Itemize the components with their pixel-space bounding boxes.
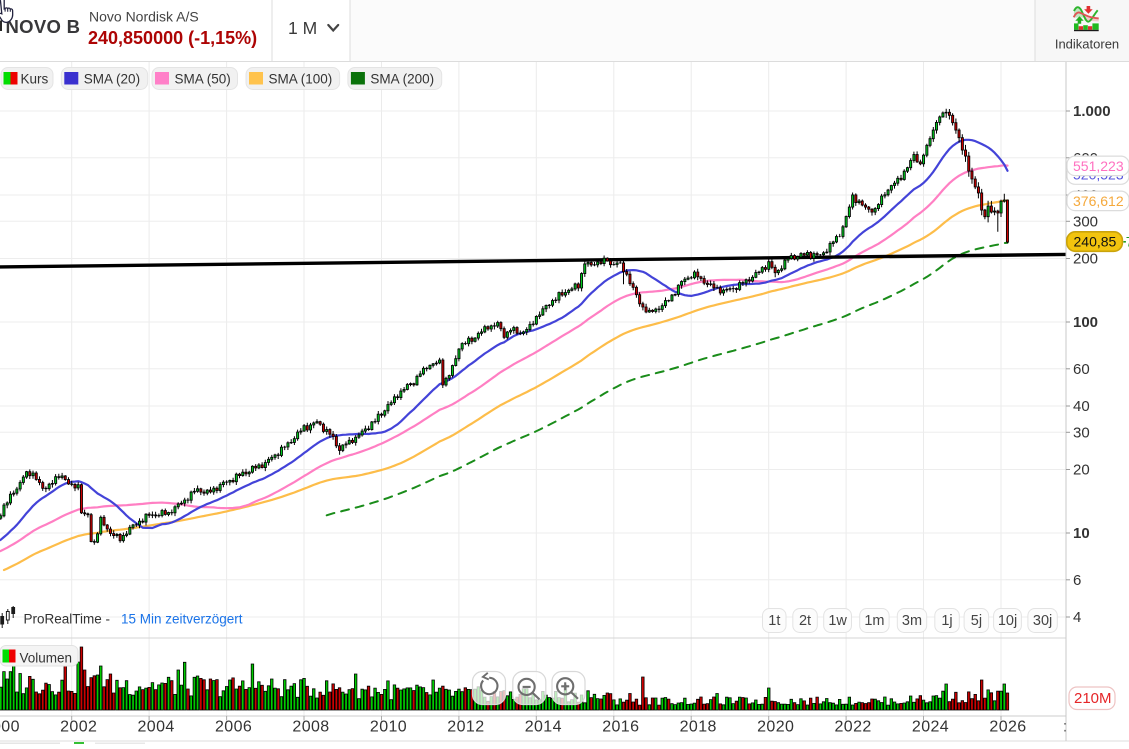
svg-text:2t: 2t (799, 613, 811, 629)
svg-text:SMA (50): SMA (50) (175, 72, 231, 87)
svg-text:NOVO B: NOVO B (6, 16, 81, 37)
svg-text:2020: 2020 (757, 719, 794, 736)
svg-text:30j: 30j (1033, 613, 1052, 629)
svg-text:200: 200 (1073, 251, 1098, 268)
svg-text:10j: 10j (998, 613, 1017, 629)
svg-text:SMA (100): SMA (100) (269, 72, 333, 87)
svg-text:6: 6 (1073, 572, 1081, 589)
svg-text:2010: 2010 (370, 719, 407, 736)
svg-text:376,612: 376,612 (1073, 193, 1124, 209)
svg-text:30: 30 (1073, 424, 1090, 441)
svg-text:2004: 2004 (137, 719, 174, 736)
svg-text::: : (1063, 719, 1067, 736)
svg-text:Novo Nordisk A/S: Novo Nordisk A/S (89, 9, 199, 25)
svg-text:3m: 3m (902, 613, 922, 629)
svg-text:10: 10 (1073, 525, 1090, 542)
svg-text:300: 300 (1073, 213, 1098, 230)
svg-text:2006: 2006 (215, 719, 252, 736)
svg-text:ProRealTime -: ProRealTime - (24, 612, 111, 627)
svg-text:Kurs: Kurs (21, 72, 49, 87)
svg-text:2000: 2000 (0, 719, 20, 736)
svg-text:240,850000 (-1,15%): 240,850000 (-1,15%) (88, 28, 257, 48)
svg-text:2024: 2024 (912, 719, 949, 736)
svg-text:2014: 2014 (525, 719, 562, 736)
svg-text:1.000: 1.000 (1073, 103, 1111, 120)
svg-text:210M: 210M (1074, 690, 1112, 707)
svg-text:1m: 1m (864, 613, 884, 629)
svg-text:SMA (20): SMA (20) (84, 72, 140, 87)
svg-text:240,85: 240,85 (1074, 234, 1117, 250)
svg-text:7: 7 (1126, 234, 1129, 250)
svg-text:1t: 1t (768, 613, 780, 629)
svg-text:Volumen: Volumen (20, 651, 73, 666)
svg-text:15 Min zeitverzögert: 15 Min zeitverzögert (121, 612, 243, 627)
svg-text:60: 60 (1073, 361, 1090, 378)
svg-text:Indikatoren: Indikatoren (1055, 37, 1119, 52)
svg-text:2002: 2002 (60, 719, 97, 736)
svg-text:2018: 2018 (680, 719, 717, 736)
svg-text:2022: 2022 (834, 719, 871, 736)
svg-text:551,223: 551,223 (1073, 158, 1124, 174)
svg-text:5j: 5j (971, 613, 982, 629)
svg-text:2016: 2016 (602, 719, 639, 736)
svg-text:1w: 1w (828, 613, 847, 629)
svg-text:4: 4 (1073, 609, 1081, 626)
svg-text:40: 40 (1073, 398, 1090, 415)
svg-text:2008: 2008 (292, 719, 329, 736)
svg-text:20: 20 (1073, 462, 1090, 479)
svg-text:1 M: 1 M (288, 18, 317, 38)
svg-text:1j: 1j (941, 613, 952, 629)
svg-text:100: 100 (1073, 314, 1098, 331)
svg-text:2026: 2026 (989, 719, 1026, 736)
svg-text:SMA (200): SMA (200) (370, 72, 434, 87)
svg-text:2012: 2012 (447, 719, 484, 736)
